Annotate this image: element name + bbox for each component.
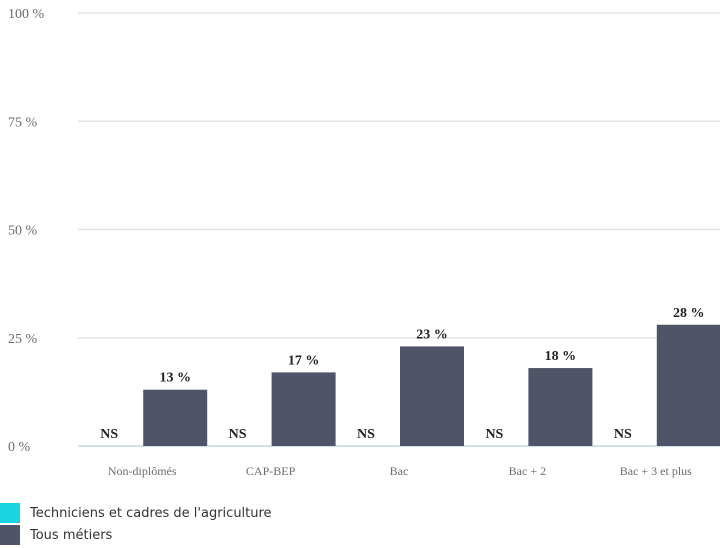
- bar: [656, 324, 720, 446]
- y-tick-label: 25 %: [8, 332, 38, 347]
- bar: [528, 368, 593, 446]
- bar-chart: 0 % 25 % 50 % 75 % 100 % NS 13 % Non-diplômés NS…: [8, 7, 720, 478]
- bar: [271, 372, 336, 446]
- data-label: 17 %: [288, 353, 320, 368]
- legend-item-tous-metiers[interactable]: Tous métiers: [0, 524, 272, 546]
- x-tick-label: Bac + 2: [509, 464, 546, 478]
- legend: Techniciens et cadres de l'agriculture T…: [0, 502, 272, 546]
- data-label: 13 %: [159, 371, 191, 386]
- x-tick-label: CAP-BEP: [246, 464, 296, 478]
- data-label: 23 %: [416, 327, 448, 342]
- x-tick-label: Bac: [390, 464, 409, 478]
- bar: [143, 389, 208, 446]
- y-tick-label: 0 %: [8, 440, 31, 455]
- legend-swatch-agriculture: [0, 503, 20, 523]
- legend-item-agriculture[interactable]: Techniciens et cadres de l'agriculture: [0, 502, 272, 524]
- x-tick-label: Non-diplômés: [108, 464, 177, 478]
- data-label: NS: [229, 427, 247, 442]
- legend-label-tous-metiers: Tous métiers: [30, 527, 113, 543]
- legend-label-agriculture: Techniciens et cadres de l'agriculture: [30, 505, 272, 521]
- x-tick-label: Bac + 3 et plus: [620, 464, 692, 478]
- data-label: NS: [100, 427, 118, 442]
- y-tick-label: 100 %: [8, 7, 45, 22]
- legend-swatch-tous-metiers: [0, 525, 20, 545]
- data-label: 18 %: [545, 349, 577, 364]
- data-label: NS: [485, 427, 503, 442]
- y-tick-label: 50 %: [8, 224, 38, 239]
- bar: [400, 346, 464, 446]
- y-tick-label: 75 %: [8, 115, 38, 130]
- data-label: NS: [614, 427, 632, 442]
- data-label: 28 %: [673, 306, 705, 321]
- data-label: NS: [357, 427, 375, 442]
